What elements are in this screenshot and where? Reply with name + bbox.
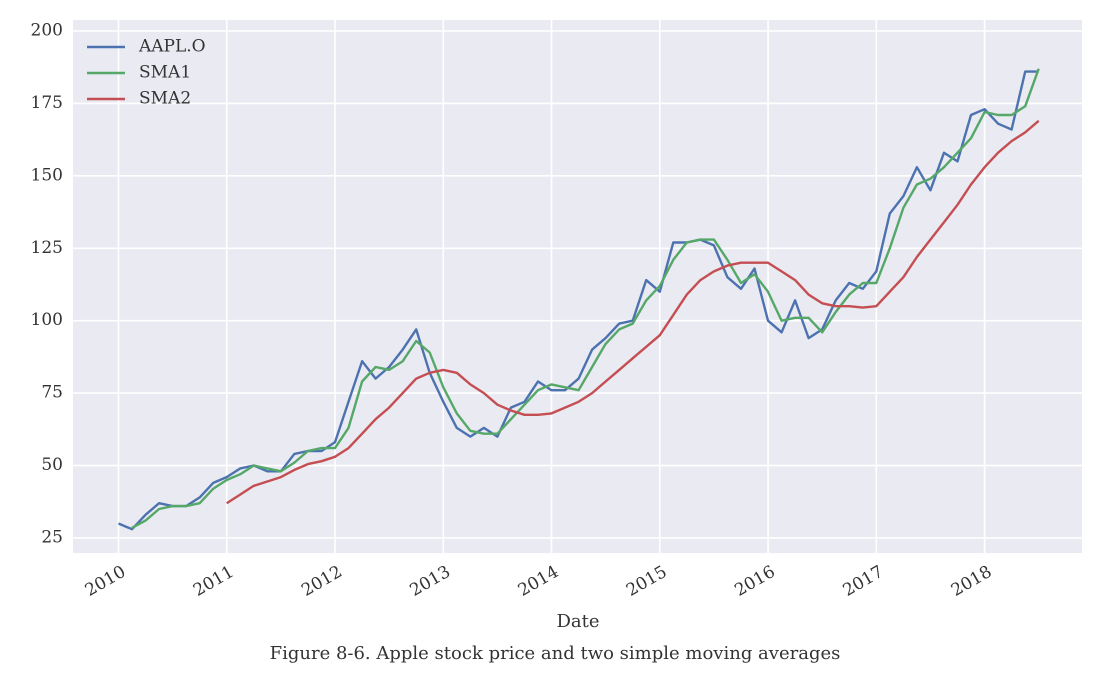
- x-tick-label: 2017: [840, 562, 887, 601]
- x-tick-label: 2018: [948, 562, 995, 601]
- y-tick-label: 25: [41, 527, 63, 547]
- plot-area: [73, 20, 1082, 553]
- x-axis-label: Date: [556, 611, 599, 632]
- x-tick-label: 2011: [190, 562, 237, 601]
- legend: AAPL.O SMA1 SMA2: [87, 37, 206, 109]
- series-line: [118, 70, 1039, 531]
- x-tick-label: 2014: [515, 562, 562, 601]
- series-line: [226, 119, 1040, 505]
- legend-label: SMA1: [139, 63, 191, 83]
- legend-label: SMA2: [139, 89, 191, 109]
- legend-label: AAPL.O: [138, 37, 206, 57]
- y-tick-label: 125: [31, 238, 63, 258]
- x-tick-label: 2016: [731, 562, 778, 601]
- x-tick-label: 2010: [82, 562, 129, 601]
- x-tick-label: 2015: [623, 562, 670, 601]
- y-tick-label: 75: [41, 383, 63, 403]
- lines: [118, 68, 1040, 531]
- x-tick-label: 2013: [407, 562, 454, 601]
- y-tick-label: 175: [31, 93, 63, 113]
- y-tick-label: 50: [41, 455, 63, 475]
- y-tick-label: 200: [31, 21, 63, 41]
- caption: Figure 8-6. Apple stock price and two si…: [270, 643, 841, 664]
- y-tick-label: 150: [31, 165, 63, 185]
- x-tick-label: 2012: [298, 562, 345, 601]
- y-tick-label: 100: [31, 310, 63, 330]
- series-line: [131, 68, 1040, 529]
